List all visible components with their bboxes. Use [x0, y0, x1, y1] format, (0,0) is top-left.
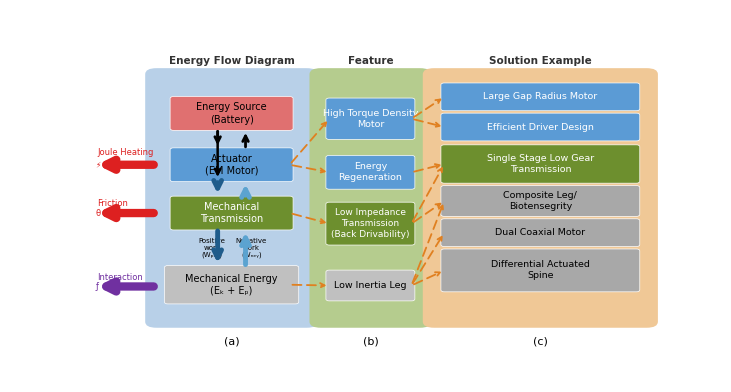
FancyBboxPatch shape — [326, 202, 415, 245]
FancyBboxPatch shape — [164, 265, 299, 304]
Text: Energy Source
(Battery): Energy Source (Battery) — [197, 102, 267, 125]
Text: ƒ: ƒ — [95, 282, 99, 291]
Text: Friction: Friction — [97, 199, 128, 208]
Text: Composite Leg/
Biotensegrity: Composite Leg/ Biotensegrity — [504, 191, 577, 211]
FancyBboxPatch shape — [441, 249, 640, 292]
Text: Differential Actuated
Spine: Differential Actuated Spine — [491, 260, 590, 280]
Text: Mechanical Energy
(Eₖ + Eₚ): Mechanical Energy (Eₖ + Eₚ) — [186, 274, 278, 296]
Text: Actuator
(EM Motor): Actuator (EM Motor) — [205, 154, 258, 176]
FancyBboxPatch shape — [326, 270, 415, 301]
Text: Dual Coaxial Motor: Dual Coaxial Motor — [496, 228, 586, 237]
Text: Solution Example: Solution Example — [489, 56, 591, 65]
Text: Energy Flow Diagram: Energy Flow Diagram — [169, 56, 295, 65]
Text: Energy
Regeneration: Energy Regeneration — [338, 162, 402, 182]
Text: Interaction: Interaction — [97, 273, 143, 282]
Text: (b): (b) — [363, 336, 378, 347]
Text: Low Inertia Leg: Low Inertia Leg — [334, 281, 406, 290]
Text: Negative
work
(Wₙₑᵧ): Negative work (Wₙₑᵧ) — [235, 238, 267, 258]
Text: Large Gap Radius Motor: Large Gap Radius Motor — [483, 93, 597, 102]
FancyBboxPatch shape — [170, 148, 293, 181]
Text: Positive
work
(Wₚₒₛ): Positive work (Wₚₒₛ) — [199, 238, 225, 258]
FancyBboxPatch shape — [326, 155, 415, 189]
FancyBboxPatch shape — [441, 145, 640, 183]
Text: Joule Heating: Joule Heating — [97, 148, 154, 157]
FancyBboxPatch shape — [326, 98, 415, 140]
Text: Efficient Driver Design: Efficient Driver Design — [487, 123, 594, 132]
FancyBboxPatch shape — [145, 68, 318, 328]
FancyBboxPatch shape — [441, 83, 640, 111]
Text: (c): (c) — [533, 336, 548, 347]
Text: Mechanical
Transmission: Mechanical Transmission — [200, 202, 263, 224]
FancyBboxPatch shape — [309, 68, 431, 328]
FancyBboxPatch shape — [423, 68, 658, 328]
Text: θ: θ — [95, 209, 100, 218]
FancyBboxPatch shape — [170, 196, 293, 230]
Text: High Torque Density
Motor: High Torque Density Motor — [322, 109, 418, 129]
FancyBboxPatch shape — [170, 96, 293, 131]
FancyBboxPatch shape — [441, 185, 640, 216]
Text: (a): (a) — [224, 336, 239, 347]
Text: Feature: Feature — [347, 56, 393, 65]
FancyBboxPatch shape — [441, 113, 640, 141]
FancyBboxPatch shape — [441, 219, 640, 247]
Text: Single Stage Low Gear
Transmission: Single Stage Low Gear Transmission — [487, 154, 594, 174]
Text: Low Impedance
Transmission
(Back Drivability): Low Impedance Transmission (Back Drivabi… — [331, 208, 409, 239]
Text: ⚡: ⚡ — [95, 160, 101, 169]
